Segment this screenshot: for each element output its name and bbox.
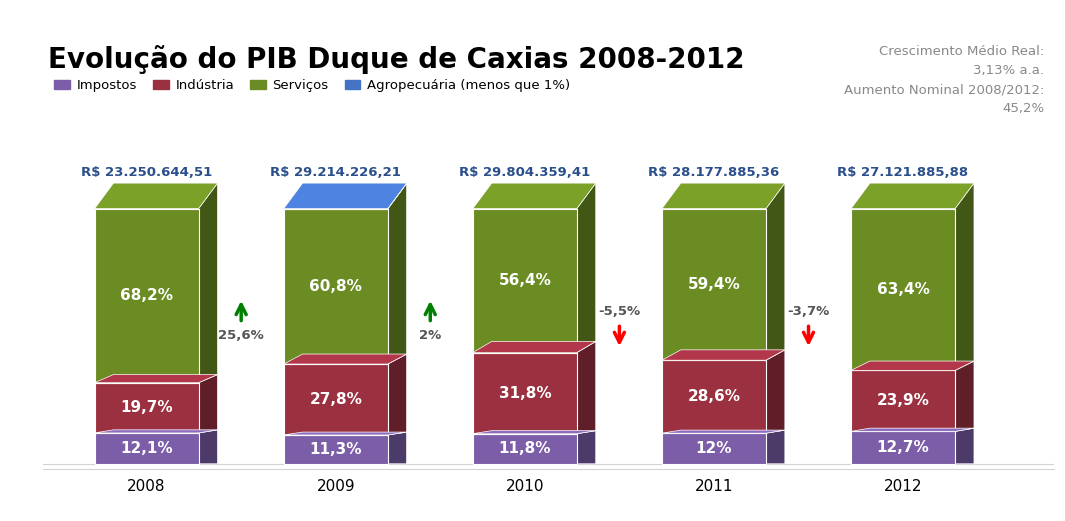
Text: 2%: 2%	[420, 329, 441, 342]
Text: Crescimento Médio Real:
3,13% a.a.
Aumento Nominal 2008/2012:
45,2%: Crescimento Médio Real: 3,13% a.a. Aumen…	[843, 45, 1044, 115]
Polygon shape	[95, 375, 217, 382]
Bar	[473, 208, 577, 353]
Polygon shape	[283, 354, 407, 364]
Polygon shape	[388, 183, 407, 364]
Bar	[473, 353, 577, 433]
Polygon shape	[388, 432, 407, 464]
Polygon shape	[766, 350, 785, 433]
Bar	[283, 209, 388, 364]
Text: 12,7%: 12,7%	[876, 440, 930, 455]
Polygon shape	[388, 183, 407, 209]
Polygon shape	[198, 375, 217, 433]
Text: -5,5%: -5,5%	[599, 305, 640, 318]
Text: 68,2%: 68,2%	[120, 288, 174, 303]
Text: 23,9%: 23,9%	[876, 393, 930, 408]
Bar	[95, 382, 198, 433]
Polygon shape	[851, 428, 974, 431]
Polygon shape	[766, 430, 785, 464]
Polygon shape	[577, 183, 595, 353]
Text: 25,6%: 25,6%	[218, 329, 264, 342]
Text: 11,3%: 11,3%	[310, 442, 362, 457]
Polygon shape	[283, 432, 407, 435]
Polygon shape	[851, 361, 974, 370]
Text: 12%: 12%	[695, 441, 733, 456]
Polygon shape	[955, 428, 974, 464]
Polygon shape	[283, 183, 407, 208]
Text: 60,8%: 60,8%	[309, 279, 362, 294]
Polygon shape	[473, 341, 595, 353]
Polygon shape	[198, 183, 217, 382]
Text: 31,8%: 31,8%	[498, 386, 552, 401]
Bar	[95, 208, 198, 382]
Polygon shape	[955, 183, 974, 370]
Polygon shape	[473, 431, 595, 433]
Polygon shape	[388, 354, 407, 435]
Polygon shape	[577, 431, 595, 464]
Bar	[95, 433, 198, 464]
Polygon shape	[198, 430, 217, 464]
Text: 12,1%: 12,1%	[120, 441, 173, 456]
Text: 19,7%: 19,7%	[120, 400, 173, 415]
Polygon shape	[95, 183, 217, 208]
Polygon shape	[95, 430, 217, 433]
Polygon shape	[662, 350, 785, 360]
Polygon shape	[283, 183, 407, 209]
Text: R$ 29.214.226,21: R$ 29.214.226,21	[271, 166, 402, 179]
Bar	[283, 364, 388, 435]
Legend: Impostos, Indústria, Serviços, Agropecuária (menos que 1%): Impostos, Indústria, Serviços, Agropecuá…	[49, 74, 575, 97]
Text: R$ 29.804.359,41: R$ 29.804.359,41	[459, 166, 590, 179]
Text: 59,4%: 59,4%	[688, 277, 740, 292]
Bar	[662, 433, 766, 464]
Text: R$ 28.177.885,36: R$ 28.177.885,36	[649, 166, 780, 179]
Bar	[851, 208, 955, 370]
Text: R$ 23.250.644,51: R$ 23.250.644,51	[81, 166, 212, 179]
Text: 56,4%: 56,4%	[498, 273, 552, 288]
Text: R$ 27.121.885,88: R$ 27.121.885,88	[837, 166, 969, 179]
Polygon shape	[662, 430, 785, 433]
Polygon shape	[473, 183, 595, 208]
Text: 27,8%: 27,8%	[309, 392, 362, 407]
Polygon shape	[851, 183, 974, 208]
Bar	[851, 431, 955, 464]
Text: -3,7%: -3,7%	[787, 305, 830, 318]
Polygon shape	[577, 341, 595, 433]
Polygon shape	[766, 183, 785, 360]
Polygon shape	[955, 361, 974, 431]
Bar	[473, 433, 577, 464]
Text: 11,8%: 11,8%	[498, 441, 551, 456]
Text: 28,6%: 28,6%	[687, 389, 740, 404]
Bar	[283, 435, 388, 464]
Polygon shape	[662, 183, 785, 208]
Text: Evolução do PIB Duque de Caxias 2008-2012: Evolução do PIB Duque de Caxias 2008-201…	[49, 45, 744, 74]
Text: 63,4%: 63,4%	[876, 282, 930, 297]
Bar	[851, 370, 955, 431]
Bar	[662, 208, 766, 360]
Bar	[662, 360, 766, 433]
